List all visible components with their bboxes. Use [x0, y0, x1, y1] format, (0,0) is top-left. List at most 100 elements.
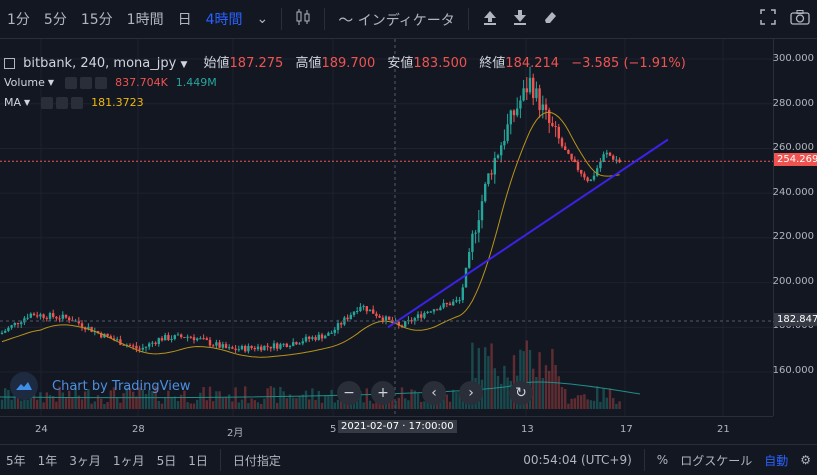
reset-chart-button[interactable]: ↻	[509, 381, 533, 405]
interval-15m[interactable]: 15分	[80, 12, 113, 28]
scroll-left-button[interactable]: ‹	[422, 381, 446, 405]
gear-icon[interactable]	[56, 96, 69, 109]
divider	[219, 449, 221, 471]
bottom-toolbar: 5年 1年 3ヶ月 1ヶ月 5日 1日 日付指定 00:54:04 (UTC+9…	[0, 444, 817, 475]
volume-bar	[602, 388, 605, 409]
low-label: 安値	[387, 56, 414, 71]
volume-bar	[525, 340, 528, 409]
eye-icon[interactable]	[41, 96, 54, 109]
candle-body	[32, 313, 36, 316]
fullscreen-icon[interactable]	[753, 9, 783, 29]
interval-1h[interactable]: 1時間	[126, 12, 164, 28]
legend-collapse-icon[interactable]	[4, 58, 15, 69]
candle-body	[87, 326, 90, 330]
candle-body	[384, 316, 388, 321]
candle-body	[378, 315, 381, 318]
candle-body	[458, 300, 461, 302]
zoom-out-button[interactable]: −	[337, 381, 361, 405]
volume-label[interactable]: Volume	[4, 76, 45, 89]
range-5y[interactable]: 5年	[6, 453, 26, 468]
eraser-icon[interactable]	[535, 9, 565, 29]
upload-icon[interactable]	[475, 9, 505, 29]
price-chart[interactable]	[0, 39, 773, 416]
top-toolbar: 1分 5分 15分 1時間 日 4時間 ⌄ 〜 インディケータ	[0, 0, 817, 39]
candle-body	[599, 161, 602, 169]
volume-bar	[468, 402, 471, 409]
candle-body	[413, 318, 416, 322]
expand-icon	[760, 9, 776, 25]
candle-body	[55, 316, 58, 319]
time-tick: 24	[35, 424, 48, 435]
screenshot-camera-icon[interactable]	[783, 9, 817, 29]
volume-bar	[407, 400, 410, 409]
chart-canvas[interactable]	[0, 39, 773, 416]
ma-label[interactable]: MA	[4, 96, 22, 109]
candle-body	[96, 331, 100, 334]
tradingview-watermark[interactable]: Chart by TradingView	[10, 372, 190, 400]
indicators-button[interactable]: 〜 インディケータ	[331, 9, 462, 30]
candle-body	[292, 342, 295, 346]
candle-body	[90, 326, 93, 332]
candle-body	[397, 321, 400, 326]
interval-1m[interactable]: 1分	[7, 12, 30, 28]
volume-bar	[317, 390, 320, 409]
candle-body	[496, 155, 500, 158]
candle-style-icon[interactable]	[288, 8, 318, 30]
range-1m[interactable]: 1ヶ月	[112, 453, 145, 468]
volume-bar	[544, 365, 548, 409]
volume-bar	[269, 386, 272, 409]
candle-body	[173, 335, 176, 339]
eye-icon[interactable]	[65, 76, 78, 89]
range-5d[interactable]: 5日	[156, 453, 177, 468]
volume-dropdown-icon[interactable]: ▼	[47, 78, 55, 87]
candle-body	[557, 126, 560, 139]
auto-scale-toggle[interactable]: 自動	[764, 453, 789, 468]
price-axis[interactable]: 300.000 280.000 260.000 240.000 220.000 …	[773, 39, 817, 416]
candle-body	[525, 88, 528, 93]
zoom-in-button[interactable]: +	[371, 381, 395, 405]
volume-bar	[128, 387, 132, 409]
close-icon[interactable]	[95, 76, 108, 89]
range-1y[interactable]: 1年	[37, 453, 58, 468]
interval-5m[interactable]: 5分	[43, 12, 67, 28]
volume-bar	[557, 376, 560, 409]
volume-bar	[45, 392, 48, 409]
volume-bar	[42, 402, 45, 409]
candle-body	[404, 321, 407, 327]
ma-dropdown-icon[interactable]: ▼	[24, 98, 31, 107]
close-icon[interactable]	[71, 96, 84, 109]
range-1d[interactable]: 1日	[188, 453, 208, 468]
interval-dropdown-chevron-icon[interactable]: ⌄	[256, 11, 269, 27]
candle-body	[199, 338, 202, 340]
volume-bar	[186, 402, 189, 409]
scroll-right-button[interactable]: ›	[459, 381, 483, 405]
time-axis[interactable]: 24 28 2月 5 13 17 21 2021-02-07 · 17:00:0…	[0, 416, 773, 445]
interval-4h[interactable]: 4時間	[205, 12, 243, 28]
clock[interactable]: 00:54:04 (UTC+9)	[523, 453, 632, 467]
candle-body	[212, 345, 215, 347]
log-scale-toggle[interactable]: ログスケール	[680, 453, 753, 468]
percent-toggle[interactable]: %	[656, 453, 669, 467]
volume-bar	[148, 389, 151, 409]
gear-icon[interactable]	[80, 76, 93, 89]
volume-bar	[109, 390, 112, 409]
symbol-dropdown-icon[interactable]: ▼	[180, 60, 188, 70]
candle-body	[183, 337, 186, 339]
candle-body	[586, 177, 589, 182]
settings-gear-icon[interactable]: ⚙	[800, 453, 811, 467]
candle-body	[448, 303, 452, 306]
candle-body	[160, 338, 164, 341]
candle-body	[224, 344, 228, 348]
candle-body	[298, 343, 301, 345]
download-icon[interactable]	[505, 9, 535, 29]
interval-1d[interactable]: 日	[177, 12, 192, 28]
trend-line	[387, 138, 669, 329]
candle-body	[522, 88, 525, 101]
goto-date-button[interactable]: 日付指定	[232, 453, 281, 468]
volume-bar	[580, 395, 583, 409]
range-3m[interactable]: 3ヶ月	[69, 453, 101, 468]
symbol-name[interactable]: bitbank, 240, mona_jpy	[23, 56, 177, 71]
candle-body	[490, 173, 493, 175]
volume-bar	[311, 388, 314, 409]
volume-ma-line	[0, 381, 641, 399]
